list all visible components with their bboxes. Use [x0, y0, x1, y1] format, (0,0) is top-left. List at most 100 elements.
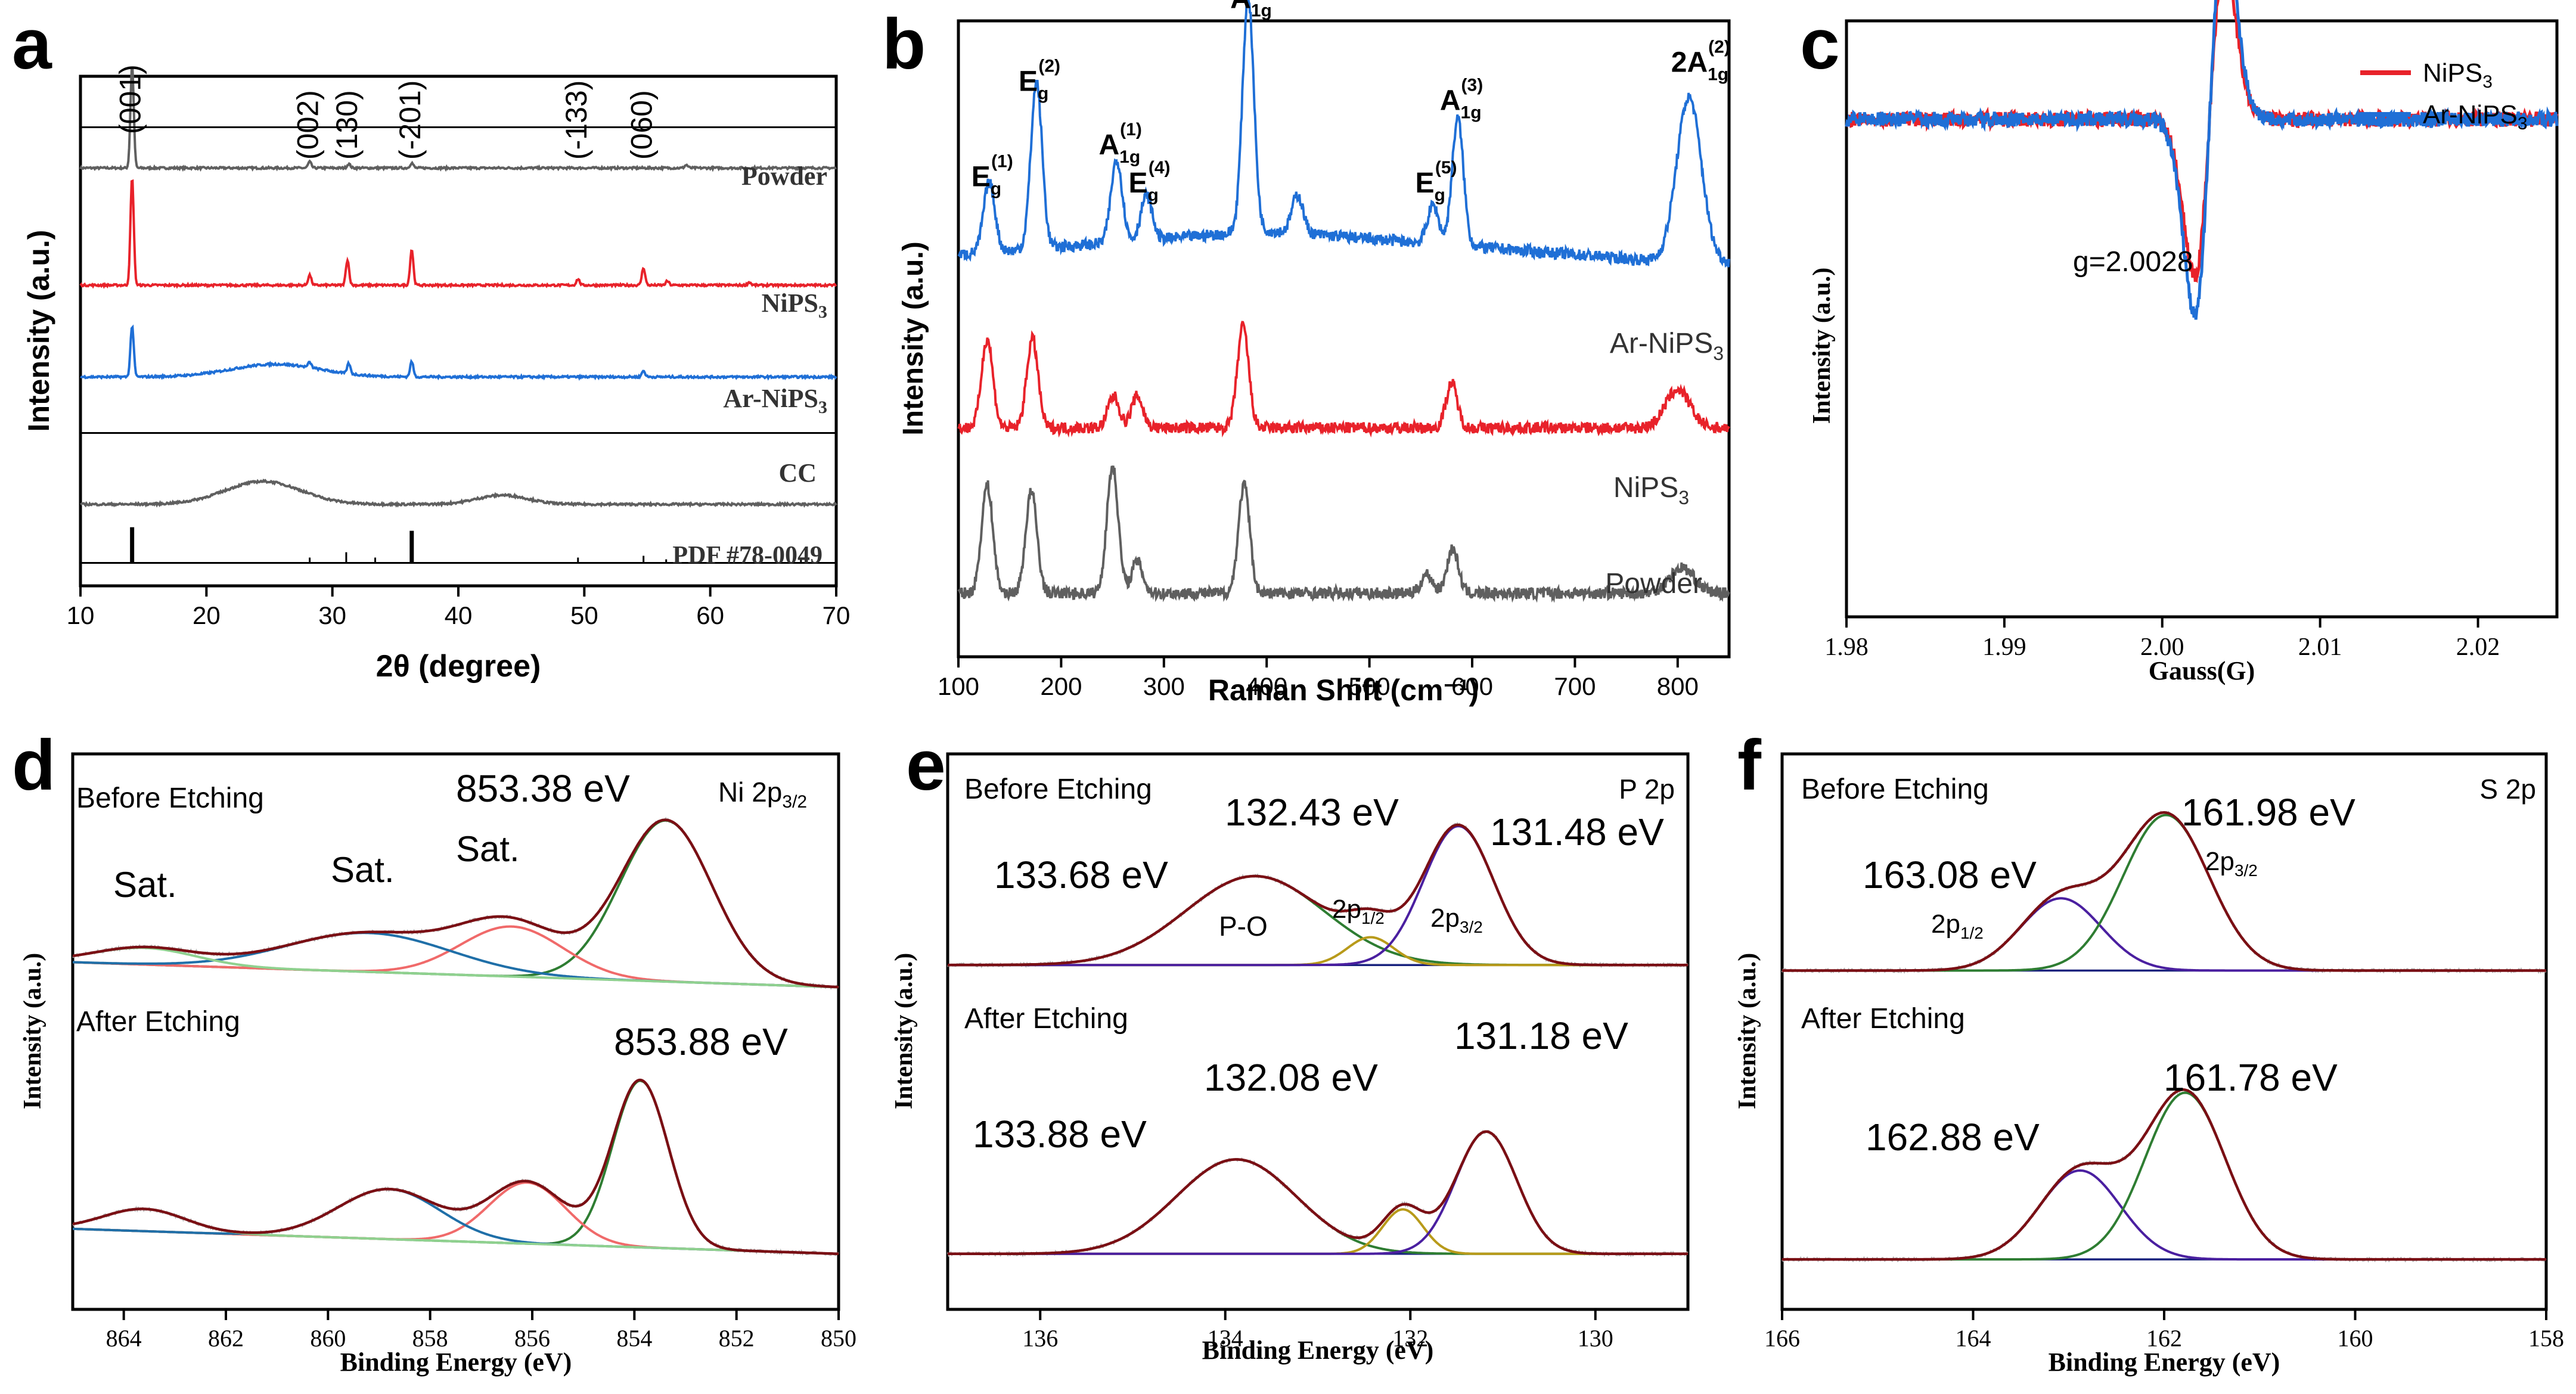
series-line [957, 321, 1730, 438]
series-label-nips3: NiPS3 [762, 288, 827, 322]
fit-component [72, 946, 839, 989]
series-line [80, 478, 837, 508]
plot-frame [1845, 19, 2559, 619]
plot-area [72, 816, 839, 1256]
fit-envelope [948, 823, 1688, 967]
plot-area [79, 67, 837, 564]
peak-label: A1g(1) [1098, 120, 1141, 167]
series-label-nips3: NiPS3 [1613, 472, 1689, 508]
x-axis-label: Raman Shift (cm⁻¹) [1208, 673, 1479, 707]
tick-label: 1.99 [1982, 634, 2026, 661]
energy-label: 133.88 eV [973, 1113, 1147, 1156]
energy-label: 132.08 eV [1204, 1056, 1378, 1099]
tick-label: 500 [1349, 672, 1391, 700]
satellite-label: Sat. [456, 829, 520, 869]
plot-frame [79, 74, 838, 588]
panel-letter-a: a [12, 4, 52, 84]
tick-label: 800 [1657, 672, 1699, 700]
x-ticks: 100 200 300 400 500 600 700 800 [938, 657, 1699, 700]
x-ticks: 166 164 162 160 158 [1764, 1309, 2564, 1352]
component-label: 2p3/2 [1430, 904, 1483, 936]
tick-label: 2.00 [2140, 634, 2184, 661]
y-axis-label: Intensity (a.u.) [22, 230, 55, 432]
corner-label: P 2p [1619, 774, 1675, 805]
tick-label: 166 [1764, 1325, 1800, 1352]
fit-component [948, 936, 1688, 967]
panel-e: e Before Etching After Etching P 2p 133.… [890, 725, 1690, 1365]
fit-component [1782, 897, 2546, 972]
peak-label: Eg(5) [1415, 158, 1457, 205]
fit-component [73, 1079, 839, 1255]
tick-label: 50 [570, 601, 598, 629]
tick-label: 864 [106, 1325, 142, 1352]
legend: NiPS3 Ar-NiPS3 [2360, 58, 2528, 133]
tick-label: 60 [696, 601, 724, 629]
tick-label: 2.01 [2298, 634, 2342, 661]
block-title-after: After Etching [964, 1003, 1128, 1035]
series-line [957, 0, 1730, 268]
block-title-before: Before Etching [76, 783, 264, 814]
tick-label: 854 [616, 1325, 652, 1352]
peak-label: A1g(2) [1230, 0, 1273, 21]
block-title-before: Before Etching [964, 774, 1152, 805]
series-line [1845, 0, 2559, 284]
peak-labels: Eg(1) Eg(2) A1g(1)Eg(4) A1g(2) Eg(5) A1g(3) 2A… [972, 0, 1730, 205]
plot-frame [957, 19, 1731, 659]
energy-label: 133.68 eV [994, 853, 1168, 896]
energy-label: 162.88 eV [1866, 1116, 2040, 1159]
fit-component [72, 932, 839, 989]
energy-label: 161.78 eV [2164, 1056, 2338, 1099]
energy-label: 853.38 eV [456, 767, 630, 810]
tick-label: 130 [1578, 1325, 1613, 1352]
tick-label: 1.98 [1824, 634, 1869, 661]
tick-label: 850 [821, 1325, 856, 1352]
tick-label: 132 [1392, 1325, 1428, 1352]
y-axis-label: Intensity (a.u.) [19, 953, 46, 1110]
series-line [79, 179, 837, 289]
x-axis-label: 2θ (degree) [376, 649, 541, 684]
tick-label: 20 [193, 601, 221, 629]
series-label-ar-nips3: Ar-NiPS3 [723, 384, 827, 417]
series-line [1845, 0, 2559, 320]
series-label-powder: Powder [741, 162, 827, 191]
component-label: 2p1/2 [1931, 909, 1984, 942]
peak-label: 2A1g(2) [1671, 37, 1730, 84]
miller-label: (001) [114, 64, 147, 134]
fit-component [72, 925, 839, 989]
panel-letter-e: e [906, 725, 946, 805]
plot-frame [71, 752, 840, 1311]
g-value-annotation: g=2.0028 [2073, 246, 2193, 278]
panel-letter-b: b [882, 4, 926, 84]
tick-label: 200 [1040, 672, 1082, 700]
component-label: P-O [1219, 911, 1268, 942]
series-line [79, 67, 837, 172]
y-axis-label: Intensity (a.u.) [890, 953, 918, 1110]
fit-envelope [948, 1130, 1688, 1256]
miller-labels: (001) (002) (130) (-201) (-133) (060) [114, 64, 659, 160]
panel-d: d Before Etching After Etching Ni 2p3/2 … [12, 725, 856, 1377]
panel-letter-f: f [1737, 725, 1762, 805]
tick-label: 862 [208, 1325, 244, 1352]
fit-envelope [1782, 811, 2546, 972]
energy-label: 853.88 eV [614, 1020, 788, 1063]
tick-label: 600 [1451, 672, 1493, 700]
tick-label: 40 [445, 601, 473, 629]
reference-label: PDF #78-0049 [672, 542, 823, 569]
panel-letter-c: c [1800, 4, 1840, 84]
x-ticks: 1.98 1.99 2.00 2.01 2.02 [1824, 617, 2500, 661]
corner-label: Ni 2p3/2 [718, 777, 807, 812]
corner-label: S 2p [2479, 774, 2536, 805]
block-title-after: After Etching [1801, 1003, 1965, 1035]
tick-label: 160 [2338, 1325, 2373, 1352]
energy-label: 131.18 eV [1454, 1014, 1628, 1057]
y-axis-label: Intensity (a.u.) [1734, 953, 1761, 1110]
fit-envelope [1782, 1088, 2546, 1261]
component-label: 2p3/2 [2205, 847, 2258, 880]
tick-label: 134 [1208, 1325, 1243, 1352]
x-axis-label: Binding Energy (eV) [1202, 1336, 1434, 1365]
raw-data [72, 1079, 839, 1256]
fit-component [948, 1158, 1688, 1255]
peak-label: Eg(1) [972, 151, 1013, 198]
tick-label: 860 [310, 1325, 346, 1352]
y-axis-label: Intensity (a.u.) [898, 241, 929, 435]
